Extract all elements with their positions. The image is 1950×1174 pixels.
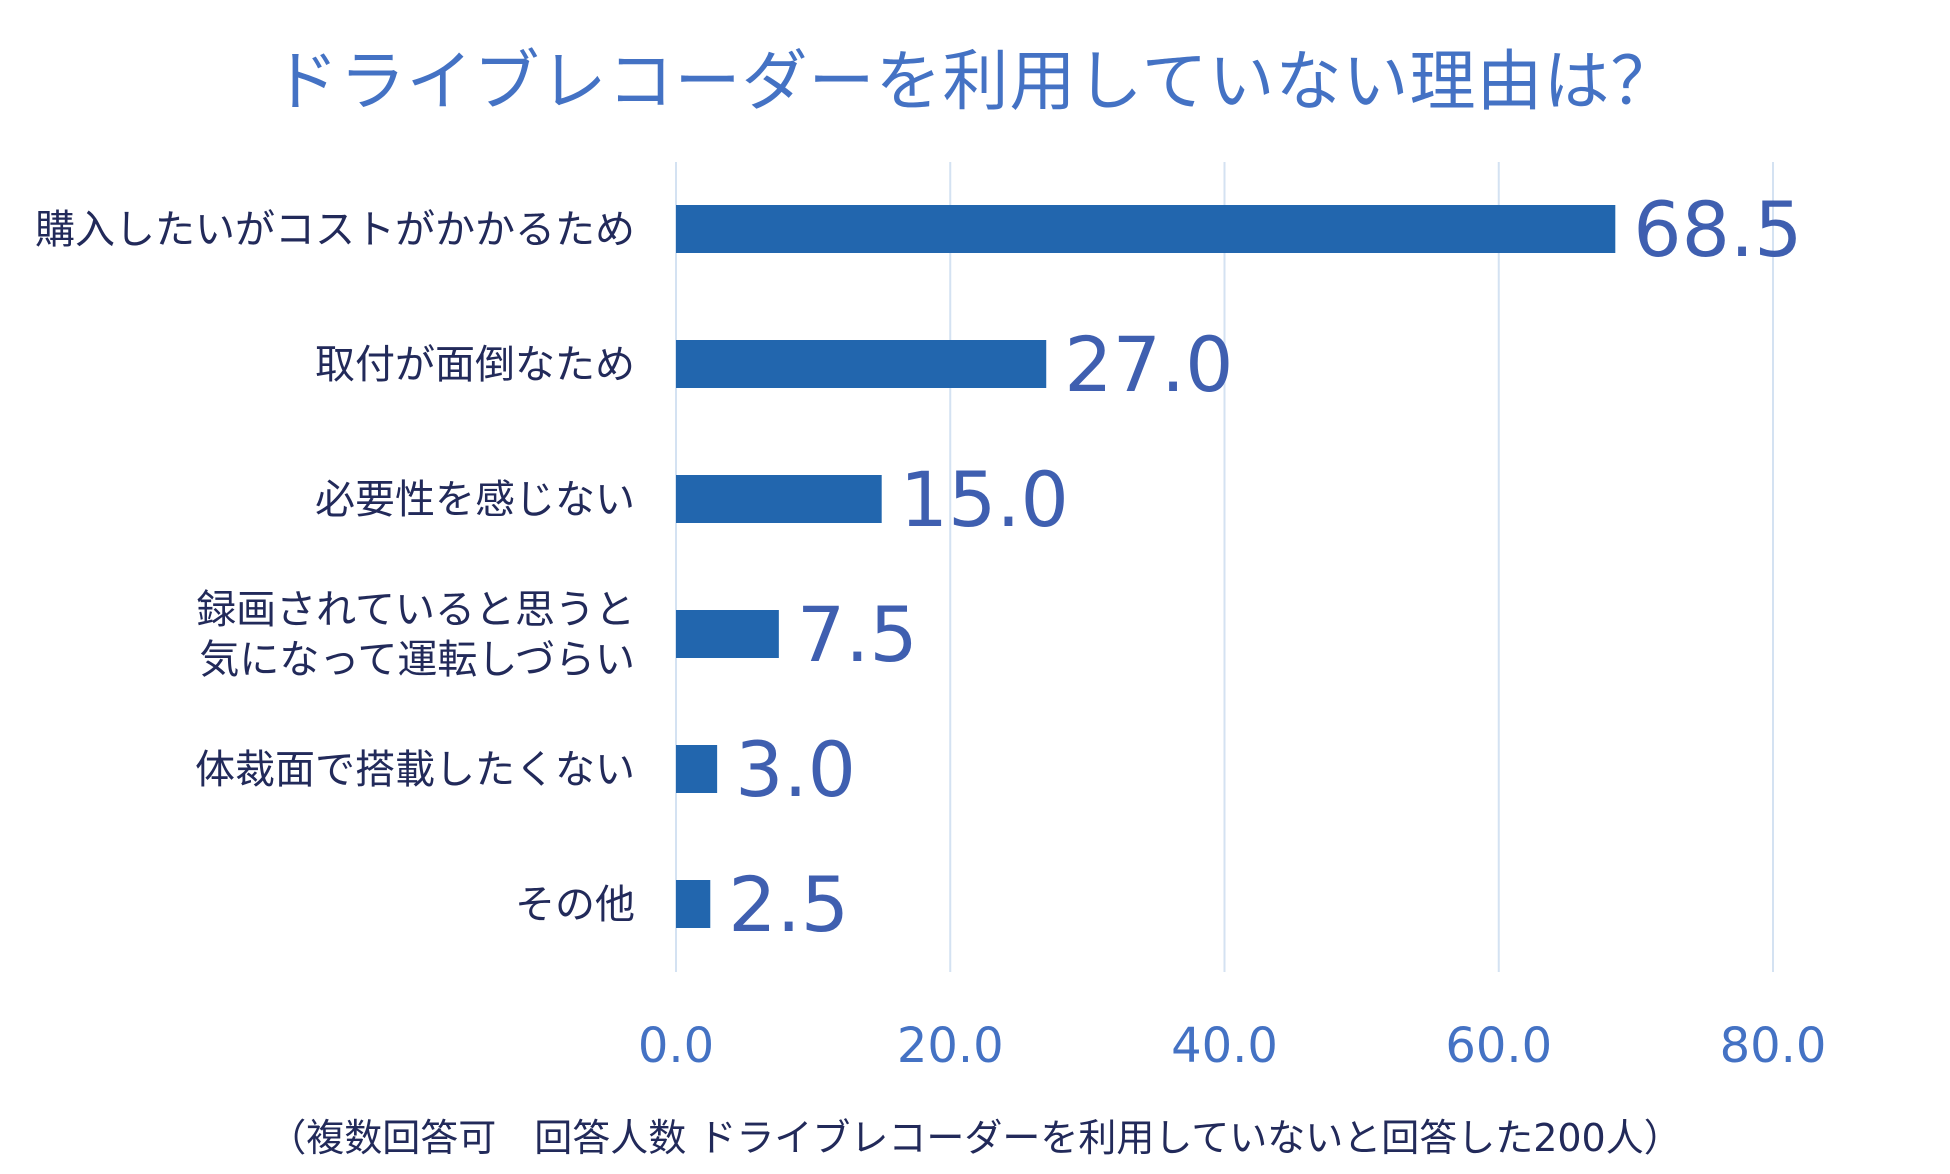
data-label: 7.5: [797, 590, 918, 679]
x-tick-label: 80.0: [1720, 1018, 1827, 1074]
bar: [676, 205, 1616, 253]
x-tick-label: 40.0: [1171, 1018, 1278, 1074]
category-label: 録画されていると思うと: [196, 587, 635, 633]
x-tick-label: 60.0: [1445, 1018, 1552, 1074]
chart-title: ドライブレコーダーを利用していない理由は？: [272, 43, 1678, 120]
category-label: 取付が面倒なため: [315, 342, 635, 388]
category-label: 必要性を感じない: [315, 477, 635, 523]
x-tick-label: 0.0: [638, 1018, 714, 1074]
data-label: 3.0: [735, 725, 856, 814]
data-label: 15.0: [900, 455, 1069, 544]
labels: 0.0 20.0 40.0 60.0 80.0 購入したいがコストがかかるため 68.5 取付…: [35, 185, 1826, 1074]
bar: [676, 340, 1047, 388]
data-label: 68.5: [1633, 185, 1802, 274]
bar: [676, 880, 711, 928]
category-label: 購入したいがコストがかかるため: [35, 207, 635, 253]
data-label: 27.0: [1064, 320, 1233, 409]
data-label: 2.5: [728, 860, 849, 949]
bar: [676, 475, 882, 523]
bar: [676, 610, 779, 658]
bar: [676, 745, 718, 793]
grid-lines: [675, 162, 1774, 972]
bars: [676, 205, 1616, 928]
category-label: その他: [515, 882, 635, 928]
category-label: 気になって運転しづらい: [199, 637, 635, 683]
category-label: 体裁面で搭載したくない: [195, 747, 635, 793]
chart-footnote: （複数回答可 回答人数 ドライブレコーダーを利用していないと回答した200人）: [268, 1116, 1682, 1160]
x-tick-label: 20.0: [897, 1018, 1004, 1074]
